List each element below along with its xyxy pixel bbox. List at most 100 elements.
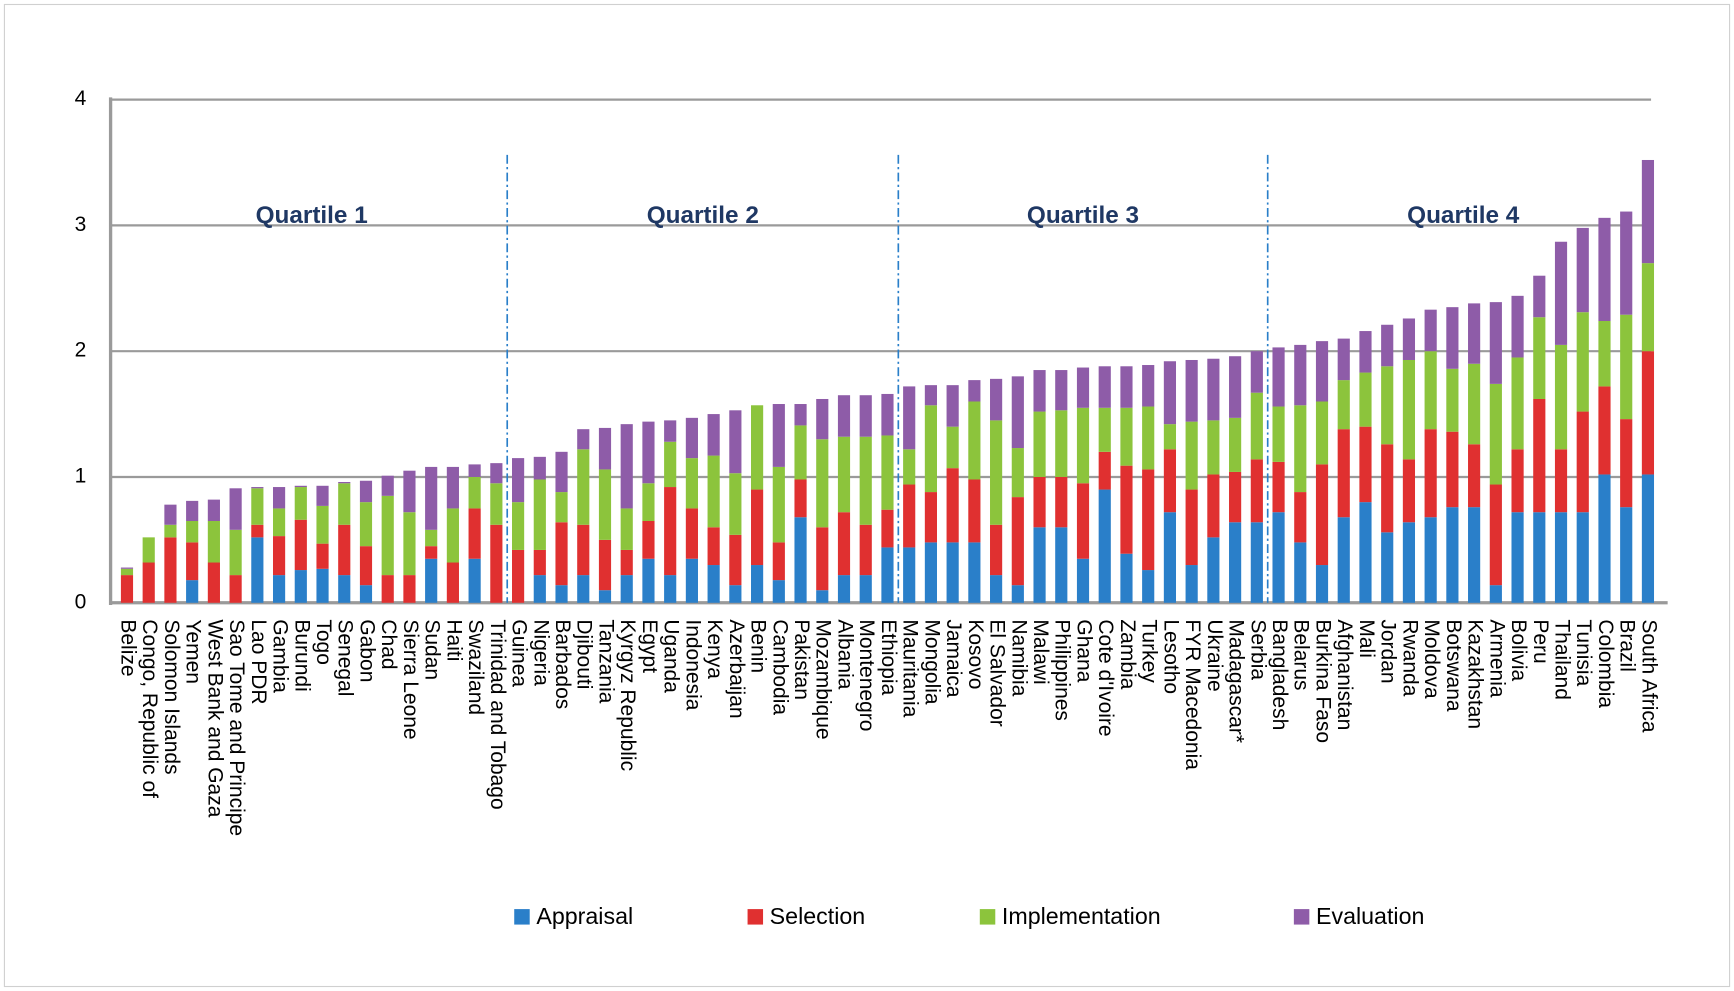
bar-segment	[338, 483, 351, 525]
bar-segment	[1381, 324, 1394, 367]
bar-segment	[859, 524, 872, 576]
bar-segment	[664, 441, 677, 488]
bar-segment	[1294, 542, 1307, 603]
bar-segment	[142, 537, 155, 563]
bar-segment	[1033, 411, 1046, 477]
bar-segment	[598, 539, 612, 591]
bar-segment	[294, 570, 307, 603]
bar-segment	[186, 521, 199, 543]
bar-segment	[1294, 344, 1307, 406]
x-tick-label: Solomon Islands	[160, 619, 183, 774]
bar-segment	[359, 546, 373, 586]
bar-segment	[1359, 372, 1372, 427]
bar-segment	[1424, 309, 1437, 352]
bar-segment	[207, 562, 220, 603]
bar-segment	[707, 455, 720, 528]
bar-segment	[685, 558, 698, 603]
x-tick-label: Lao PDR	[247, 619, 270, 704]
bar-segment	[1120, 407, 1133, 466]
bar-segment	[816, 439, 829, 528]
bar-segment	[881, 547, 894, 603]
x-tick-label: Kenya	[703, 619, 726, 679]
bar-segment	[1098, 451, 1111, 490]
bar-segment	[294, 487, 307, 520]
quartile-label: Quartile 4	[1407, 202, 1520, 229]
bar-segment	[1207, 474, 1220, 538]
bar-segment	[338, 575, 351, 603]
x-tick-label: Cote d'Ivoire	[1094, 619, 1117, 736]
bar-segment	[577, 429, 590, 450]
bar-segment	[207, 521, 220, 563]
bar-segment	[1250, 459, 1263, 523]
bar-segment	[1424, 351, 1437, 430]
bar-segment	[1250, 392, 1263, 460]
bar-segment	[186, 500, 199, 522]
bar-segment	[316, 485, 329, 506]
bar-segment	[837, 436, 851, 513]
bar-segment	[903, 547, 916, 603]
bar-segment	[620, 424, 633, 509]
bar-segment	[1120, 553, 1133, 603]
bar-segment	[1598, 320, 1611, 387]
bar-segment	[490, 463, 503, 484]
x-tick-label: Tunisia	[1572, 619, 1595, 686]
bar-segment	[359, 585, 373, 603]
bar-segment	[1142, 365, 1155, 407]
x-tick-label: Armenia	[1485, 619, 1508, 698]
bar-segment	[729, 585, 742, 603]
bar-segment	[316, 568, 329, 603]
x-tick-label: Djibouti	[573, 619, 596, 689]
bar-segment	[837, 395, 851, 437]
bar-segment	[1381, 444, 1394, 533]
x-tick-label: Guinea	[508, 619, 531, 687]
bar-segment	[1598, 217, 1611, 321]
bar-segment	[272, 508, 286, 537]
bar-segment	[1011, 585, 1024, 603]
bar-segment	[229, 488, 242, 530]
bar-segment	[664, 420, 677, 442]
bar-segment	[859, 436, 872, 525]
bar-segment	[316, 543, 329, 569]
bar-segment	[512, 549, 525, 603]
x-tick-label: Jordan	[1377, 619, 1400, 683]
bar-segment	[1163, 449, 1177, 513]
bar-segment	[1337, 338, 1350, 381]
legend-label: Selection	[770, 903, 866, 929]
bar-segment	[1163, 424, 1177, 450]
bar-segment	[1468, 444, 1481, 508]
bar-segment	[903, 386, 916, 450]
bar-segment	[1402, 318, 1416, 360]
bar-segment	[1315, 565, 1329, 603]
bar-segment	[1359, 502, 1372, 603]
bar-segment	[1598, 386, 1611, 475]
bar-segment	[1554, 344, 1568, 450]
bar-segment	[294, 519, 307, 571]
x-tick-label: Thailand	[1550, 619, 1573, 700]
bar-segment	[1076, 367, 1090, 408]
bar-segment	[1381, 532, 1394, 603]
x-tick-label: Albania	[833, 619, 856, 689]
bar-segment	[1055, 527, 1068, 603]
bar-segment	[1098, 489, 1111, 603]
bar-segment	[446, 466, 459, 509]
x-tick-label: Mongolia	[920, 619, 943, 705]
bar-segment	[1207, 537, 1220, 603]
x-tick-label: Nigeria	[529, 619, 552, 686]
bar-segment	[1641, 474, 1655, 603]
bar-segment	[1511, 295, 1524, 358]
bar-segment	[751, 405, 764, 490]
bar-segment	[555, 585, 568, 603]
bar-segment	[642, 421, 655, 484]
bar-segment	[1533, 512, 1546, 603]
bar-segment	[490, 524, 503, 603]
bar-segment	[207, 499, 220, 522]
bar-segment	[990, 378, 1003, 421]
bar-segment	[577, 575, 590, 603]
bar-segment	[1250, 522, 1263, 603]
bar-segment	[990, 524, 1003, 576]
bar-segment	[1055, 476, 1068, 528]
x-tick-label: South Africa	[1637, 619, 1660, 733]
bar-segment	[1511, 449, 1524, 513]
x-tick-label: Turkey	[1138, 619, 1161, 683]
bar-segment	[468, 476, 481, 509]
